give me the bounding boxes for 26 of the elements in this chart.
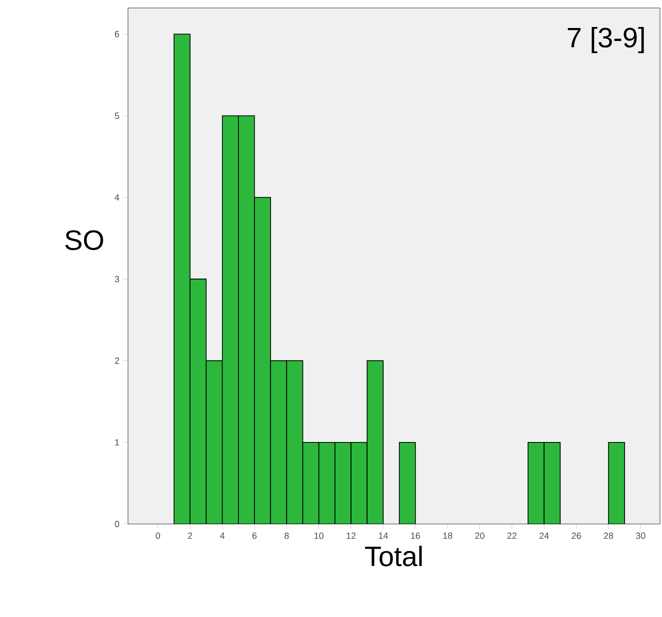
- x-tick-label: 8: [284, 532, 289, 539]
- x-tick-label: 0: [156, 532, 160, 539]
- x-tick-label: 18: [443, 532, 452, 539]
- x-tick-label: 24: [540, 532, 549, 539]
- y-tick-label: 2: [114, 358, 120, 364]
- y-tick-label: 3: [114, 276, 120, 282]
- x-tick-label: 16: [411, 532, 420, 539]
- x-tick-label: 12: [346, 532, 356, 539]
- x-tick-label: 14: [378, 532, 388, 539]
- y-tick-label: 4: [114, 194, 120, 201]
- x-axis-title: Total: [365, 546, 422, 566]
- x-tick-label: 22: [507, 532, 516, 539]
- y-tick-label: 1: [115, 439, 120, 446]
- y-tick-label: 0: [114, 520, 120, 528]
- x-tick-label: 2: [188, 532, 192, 539]
- y-axis-title: SO: [65, 230, 104, 250]
- annotation: 7 [3-9]: [568, 27, 644, 54]
- x-tick-label: 10: [314, 532, 324, 539]
- y-tick-label: 6: [114, 30, 120, 38]
- x-tick-label: 6: [252, 532, 257, 539]
- x-tick-label: 4: [220, 532, 225, 539]
- x-tick-label: 26: [572, 532, 581, 539]
- x-tick-label: 20: [475, 532, 484, 539]
- y-tick-label: 5: [114, 112, 120, 119]
- x-tick-label: 28: [604, 532, 614, 539]
- x-tick-label: 30: [636, 532, 646, 539]
